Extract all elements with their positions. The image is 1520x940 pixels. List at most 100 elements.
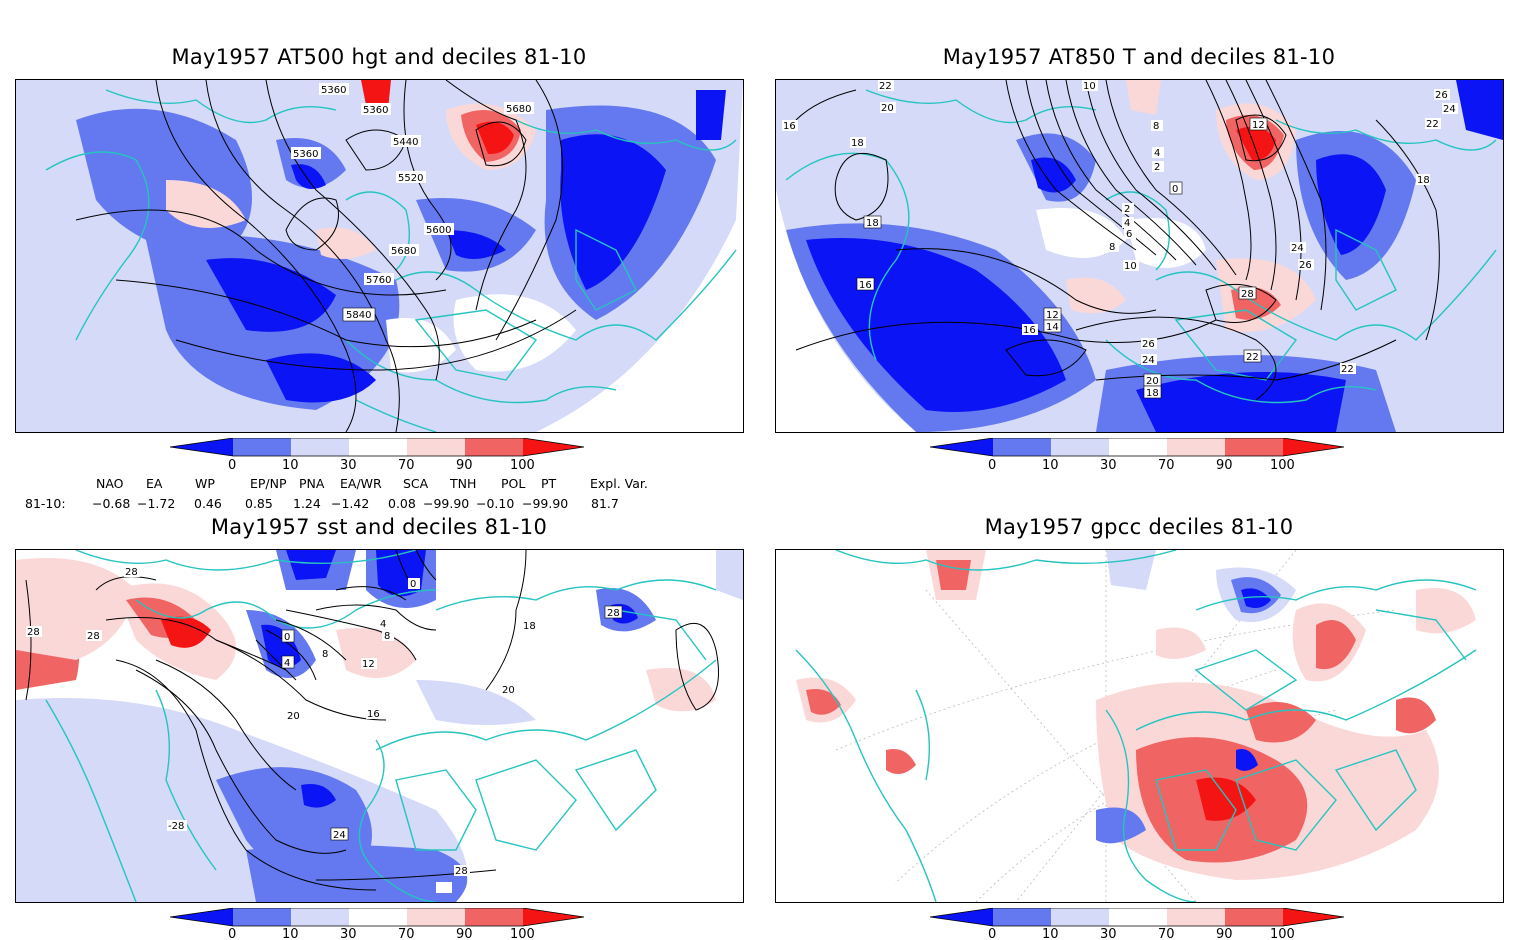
index-value: −1.72 [137,496,176,511]
contour-label: 20 [502,685,515,696]
panel-title-sst: May1957 sst and deciles 81-10 [210,515,548,539]
contour-label: 28 [1241,289,1254,300]
contour-label: 20 [287,711,300,722]
contour-label: 20 [881,103,894,114]
svg-text:100: 100 [1270,458,1295,472]
contour-label: 28 [87,631,100,642]
contour-label: 20 [1146,376,1159,387]
svg-text:90: 90 [456,458,473,472]
contour-label: 22 [879,81,892,92]
contour-label: 2 [1124,204,1130,215]
contour-label: 18 [851,138,864,149]
contour-label: 14 [1046,322,1059,333]
svg-text:70: 70 [398,927,415,940]
contour-label: 5360 [363,105,388,116]
svg-text:0: 0 [988,458,996,472]
contour-label: 8 [322,649,328,660]
index-name: PT [541,476,557,491]
index-value: −0.68 [92,496,131,511]
index-name: EA/WR [340,476,382,491]
index-row-label: 81-10: [25,496,66,511]
contour-label: 16 [783,121,796,132]
colorbar-tick-labels: 0 10 30 70 90 100 [228,458,535,472]
svg-text:70: 70 [1158,927,1175,940]
contour-label: 26 [1435,90,1448,101]
contour-label: 4 [284,658,290,669]
svg-text:10: 10 [282,458,299,472]
colorbar-sst: 0 10 30 70 90 100 [170,908,585,940]
contour-label: 5680 [506,104,531,115]
contour-label: 24 [1291,243,1304,254]
contour-label: 28 [27,627,40,638]
colorbar-tick-labels: 0 10 30 70 90 100 [228,927,535,940]
svg-text:100: 100 [510,458,535,472]
colorbar-hgt500: 0 10 30 70 90 100 [170,438,585,472]
map-panel-t850: 22 20 18 16 18 16 10 8 4 2 0 12 26 24 22… [775,79,1504,433]
contour-label: 8 [384,631,390,642]
colorbar-tick-labels: 0 10 30 70 90 100 [988,458,1295,472]
contour-label: 5520 [398,173,423,184]
contour-label: 28 [125,567,138,578]
contour-label: 5440 [393,137,418,148]
contour-label: 12 [362,659,375,670]
index-name: PNA [299,476,325,491]
svg-text:10: 10 [282,927,299,940]
contour-label: 5360 [293,149,318,160]
contour-label: 5760 [366,275,391,286]
contour-label: -28 [168,821,184,832]
map-panel-sst: 28 28 28 0 4 8 12 16 20 24 28 28 0 4 8 2… [15,549,744,903]
contour-label: 18 [866,218,879,229]
svg-text:10: 10 [1042,458,1059,472]
contour-label: 0 [284,632,290,643]
contour-label: 22 [1426,119,1439,130]
index-value: 0.85 [245,496,273,511]
index-name: NAO [96,476,124,491]
svg-text:70: 70 [398,458,415,472]
svg-text:100: 100 [1270,927,1295,940]
contour-label: 26 [1299,260,1312,271]
map-panel-hgt500: 5360 5360 5680 5440 5360 5520 5600 5680 … [15,79,744,433]
contour-label: 4 [1124,218,1130,229]
svg-text:70: 70 [1158,458,1175,472]
svg-text:30: 30 [340,458,357,472]
index-name: Expl. Var. [590,476,648,491]
contour-label: 0 [1172,184,1178,195]
contour-label: 16 [367,709,380,720]
index-value: 1.24 [293,496,321,511]
svg-text:0: 0 [228,458,236,472]
map-panel-gpcc [775,549,1504,903]
index-name: EP/NP [250,476,287,491]
contour-label: 10 [1124,261,1137,272]
svg-text:0: 0 [988,927,996,940]
contour-label: 26 [1142,339,1155,350]
contour-label: 24 [333,830,346,841]
contour-label: 8 [1153,121,1159,132]
contour-label: 5600 [426,225,451,236]
contour-label: 0 [410,579,416,590]
contour-label: 5360 [321,85,346,96]
index-value: −99.90 [423,496,470,511]
contour-label: 16 [859,280,872,291]
contour-label: 12 [1046,310,1059,321]
contour-label: 10 [1083,81,1096,92]
colorbar-gpcc: 0 10 30 70 90 100 [930,908,1345,940]
contour-label: 4 [380,619,386,630]
contour-label: 6 [1126,229,1132,240]
contour-label: 18 [1417,175,1430,186]
svg-text:30: 30 [1100,458,1117,472]
svg-text:30: 30 [340,927,357,940]
svg-text:30: 30 [1100,927,1117,940]
contour-label: 2 [1154,162,1160,173]
index-value: −0.10 [476,496,515,511]
svg-text:90: 90 [456,927,473,940]
index-name: SCA [403,476,429,491]
colorbar-tick-labels: 0 10 30 70 90 100 [988,927,1295,940]
teleconnection-indices: NAO EA WP EP/NP PNA EA/WR SCA TNH POL PT… [0,474,760,514]
svg-text:100: 100 [510,927,535,940]
contour-label: 12 [1252,120,1265,131]
colorbar-t850: 0 10 30 70 90 100 [930,438,1345,472]
contour-label: 28 [455,866,468,877]
contour-label: 22 [1341,364,1354,375]
contour-label: 28 [607,608,620,619]
index-name: EA [146,476,163,491]
